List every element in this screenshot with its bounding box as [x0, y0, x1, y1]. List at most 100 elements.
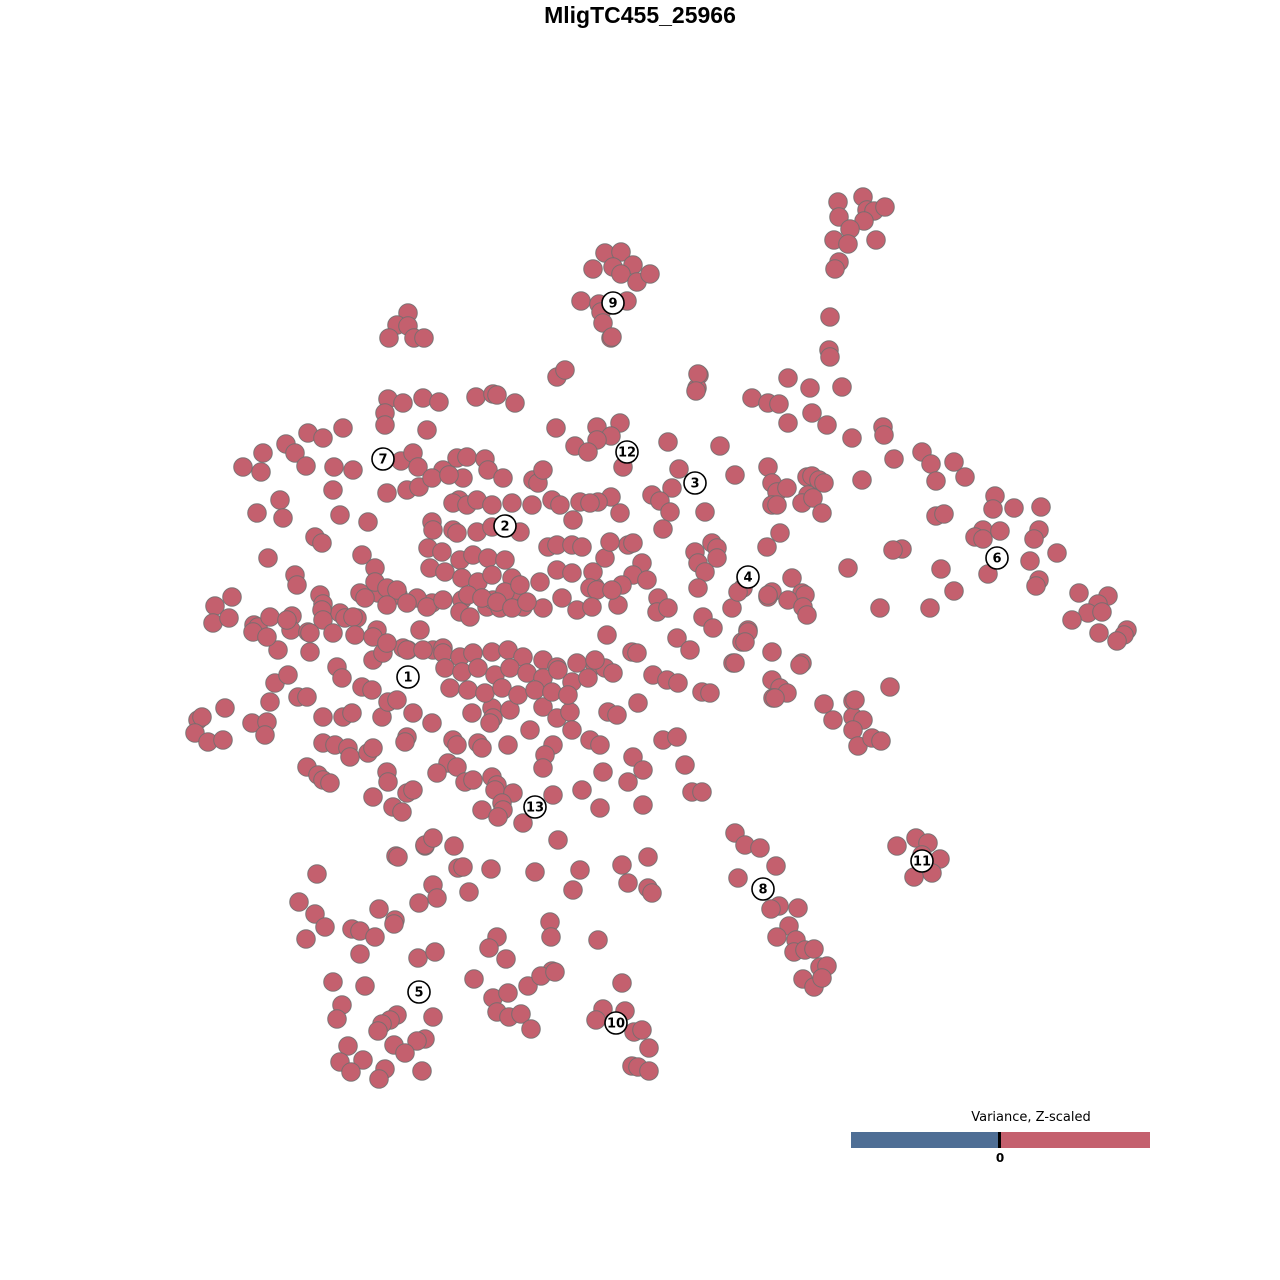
data-point — [580, 493, 600, 513]
data-point — [852, 470, 872, 490]
data-point — [479, 938, 499, 958]
data-point — [618, 873, 638, 893]
data-point — [257, 627, 277, 647]
data-point — [343, 607, 363, 627]
data-point — [530, 572, 550, 592]
data-point — [627, 643, 647, 663]
cluster-label-circle — [736, 565, 760, 589]
data-point — [788, 898, 808, 918]
data-point — [944, 581, 964, 601]
data-point — [300, 642, 320, 662]
data-point — [623, 533, 643, 553]
data-point — [345, 625, 365, 645]
data-point — [355, 588, 375, 608]
data-point — [782, 568, 802, 588]
data-point — [1089, 623, 1109, 643]
data-point — [800, 378, 820, 398]
data-point — [767, 927, 787, 947]
data-point — [425, 942, 445, 962]
data-point — [1092, 602, 1112, 622]
data-point — [251, 462, 271, 482]
data-point — [395, 1043, 415, 1063]
data-point — [541, 927, 561, 947]
data-point — [296, 929, 316, 949]
data-point — [408, 948, 428, 968]
data-point — [407, 1031, 427, 1051]
data-point — [777, 478, 797, 498]
data-point — [297, 687, 317, 707]
data-point — [375, 415, 395, 435]
data-point — [413, 388, 433, 408]
data-point — [472, 738, 492, 758]
data-point — [612, 973, 632, 993]
data-point — [887, 836, 907, 856]
colorbar-negative-segment — [851, 1132, 1001, 1148]
data-point — [761, 899, 781, 919]
data-point — [342, 703, 362, 723]
cluster-label-2: 2 — [493, 514, 517, 538]
data-point — [578, 442, 598, 462]
data-point — [578, 668, 598, 688]
data-point — [287, 575, 307, 595]
data-point — [880, 677, 900, 697]
data-point — [660, 502, 680, 522]
data-point — [812, 968, 832, 988]
data-point — [460, 607, 480, 627]
data-point — [735, 632, 755, 652]
data-point — [814, 694, 834, 714]
data-point — [618, 772, 638, 792]
data-point — [273, 508, 293, 528]
data-point — [343, 460, 363, 480]
data-point — [1026, 576, 1046, 596]
data-point — [832, 377, 852, 397]
data-point — [1107, 631, 1127, 651]
data-point — [358, 512, 378, 532]
data-point — [435, 658, 455, 678]
data-point — [820, 347, 840, 367]
data-point — [611, 264, 631, 284]
data-point — [874, 425, 894, 445]
data-point — [363, 787, 383, 807]
data-point — [296, 456, 316, 476]
data-point — [588, 930, 608, 950]
data-point — [247, 503, 267, 523]
data-point — [511, 1004, 531, 1024]
data-point — [498, 983, 518, 1003]
data-point — [387, 580, 407, 600]
data-point — [338, 1036, 358, 1056]
data-point — [563, 880, 583, 900]
data-point — [488, 807, 508, 827]
data-point — [778, 413, 798, 433]
data-point — [368, 1021, 388, 1041]
data-point — [332, 668, 352, 688]
data-point — [468, 658, 488, 678]
data-point — [639, 1038, 659, 1058]
cluster-label-text: 6 — [992, 552, 1001, 567]
data-point — [500, 700, 520, 720]
data-point — [662, 478, 682, 498]
data-point — [695, 502, 715, 522]
data-point — [285, 443, 305, 463]
data-point — [658, 432, 678, 452]
data-point — [603, 663, 623, 683]
data-point — [926, 471, 946, 491]
data-point — [439, 465, 459, 485]
data-point — [417, 420, 437, 440]
data-point — [482, 565, 502, 585]
data-point — [560, 702, 580, 722]
data-point — [525, 862, 545, 882]
data-point — [934, 504, 954, 524]
data-point — [593, 313, 613, 333]
data-point — [447, 523, 467, 543]
colorbar-zero-tick — [998, 1132, 1001, 1148]
data-point — [545, 962, 565, 982]
data-point — [633, 795, 653, 815]
data-point — [352, 545, 372, 565]
data-point — [447, 757, 467, 777]
data-point — [692, 782, 712, 802]
data-point — [725, 465, 745, 485]
data-point — [429, 392, 449, 412]
data-point — [563, 510, 583, 530]
cluster-label-text: 11 — [913, 855, 931, 870]
data-point — [585, 650, 605, 670]
